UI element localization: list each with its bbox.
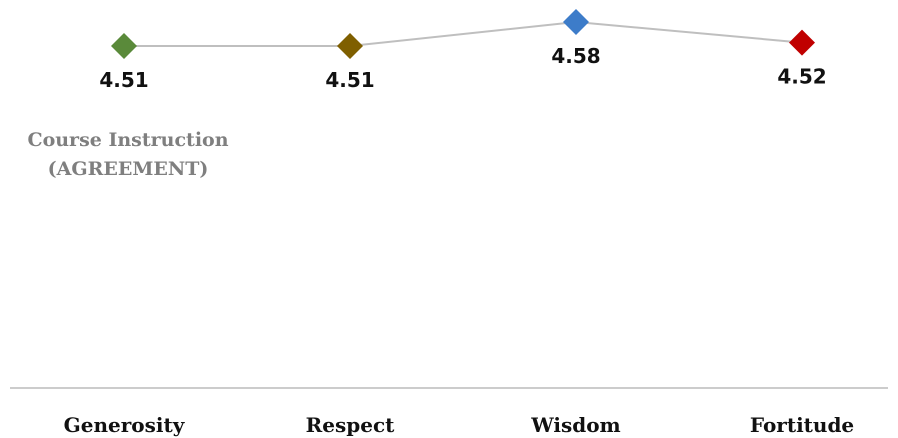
data-label-generosity: 4.51 bbox=[99, 68, 148, 92]
category-label-wisdom: Wisdom bbox=[530, 413, 620, 437]
chart-title-line-2: (AGREEMENT) bbox=[47, 158, 209, 180]
category-label-generosity: Generosity bbox=[64, 413, 186, 437]
data-point-generosity bbox=[111, 33, 137, 59]
data-label-respect: 4.51 bbox=[325, 68, 374, 92]
chart-title-line-1: Course Instruction bbox=[27, 129, 229, 151]
data-label-fortitude: 4.52 bbox=[777, 65, 826, 89]
category-label-respect: Respect bbox=[306, 413, 395, 437]
chart-title: Course Instruction (AGREEMENT) bbox=[8, 126, 248, 184]
data-point-respect bbox=[337, 33, 363, 59]
data-point-fortitude bbox=[789, 29, 815, 56]
category-label-fortitude: Fortitude bbox=[750, 413, 854, 437]
series-line bbox=[124, 20, 803, 47]
data-label-wisdom: 4.58 bbox=[551, 44, 600, 68]
data-point-wisdom bbox=[563, 9, 589, 35]
